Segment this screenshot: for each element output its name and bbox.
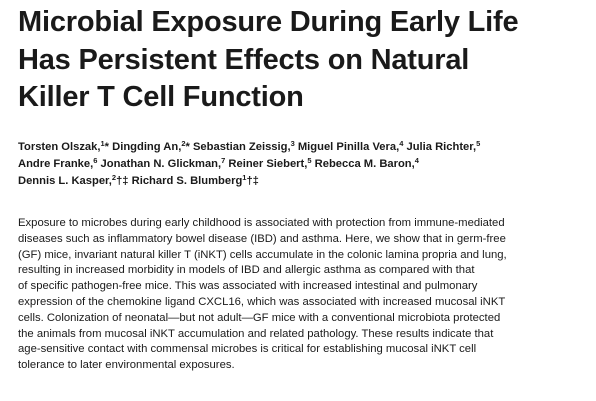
author-list: Torsten Olszak,1* Dingding An,2* Sebasti… — [18, 139, 593, 190]
abstract-line: expression of the chemokine ligand CXCL1… — [18, 295, 506, 308]
abstract-line: resulting in increased morbidity in mode… — [18, 264, 475, 277]
author-affiliation: 2 — [181, 139, 186, 148]
abstract-line: tolerance to later environmental exposur… — [18, 359, 235, 372]
author-mark: †‡ — [246, 175, 259, 187]
author-mark: * — [185, 141, 190, 153]
author-affiliation: 5 — [307, 156, 312, 165]
title-line: Has Persistent Effects on Natural — [18, 43, 470, 76]
author-line: Andre Franke,6 Jonathan N. Glickman,7 Re… — [18, 156, 593, 173]
author-affiliation: 3 — [290, 139, 295, 148]
abstract: Exposure to microbes during early childh… — [18, 216, 593, 374]
author-affiliation: 6 — [93, 156, 98, 165]
author-affiliation: 4 — [399, 139, 404, 148]
author-name: Miguel Pinilla Vera, — [297, 141, 400, 153]
author-name: Dingding An, — [112, 141, 182, 153]
author-affiliation: 1 — [100, 139, 105, 148]
abstract-line: age-sensitive contact with commensal mic… — [18, 343, 477, 356]
author-name: Richard S. Blumberg — [131, 175, 243, 187]
abstract-line: (GF) mice, invariant natural killer T (i… — [18, 248, 507, 261]
author-name: Andre Franke, — [18, 158, 94, 170]
author-name: Jonathan N. Glickman, — [100, 158, 222, 170]
author-affiliation: 5 — [476, 139, 481, 148]
abstract-line: cells. Colonization of neonatal—but not … — [18, 311, 501, 324]
abstract-line: of specific pathogen-free mice. This was… — [18, 280, 478, 293]
author-affiliation: 2 — [111, 173, 117, 182]
author-mark: * — [104, 141, 110, 153]
title-line: Killer T Cell Function — [18, 81, 304, 113]
abstract-line: the animals from mucosal iNKT accumulati… — [18, 327, 494, 340]
author-line: Dennis L. Kasper,2†‡ Richard S. Blumberg… — [18, 173, 593, 190]
author-affiliation: 4 — [414, 156, 419, 165]
author-name: Torsten Olszak, — [18, 141, 101, 153]
author-name: Julia Richter, — [406, 141, 477, 153]
author-name: Sebastian Zeissig, — [192, 141, 291, 153]
author-name: Reiner Siebert, — [228, 158, 308, 170]
author-line: Torsten Olszak,1* Dingding An,2* Sebasti… — [18, 139, 593, 156]
author-affiliation: 1 — [242, 173, 247, 182]
article-title: Microbial Exposure During Early Life Has… — [18, 4, 588, 117]
title-line: Microbial Exposure During Early Life — [18, 6, 519, 38]
author-mark: †‡ — [116, 175, 129, 187]
abstract-line: Exposure to microbes during early childh… — [18, 217, 505, 229]
abstract-line: diseases such as inflammatory bowel dise… — [18, 232, 506, 245]
author-affiliation: 7 — [221, 156, 226, 165]
author-name: Dennis L. Kasper, — [18, 175, 112, 187]
author-name: Rebecca M. Baron, — [314, 158, 415, 170]
